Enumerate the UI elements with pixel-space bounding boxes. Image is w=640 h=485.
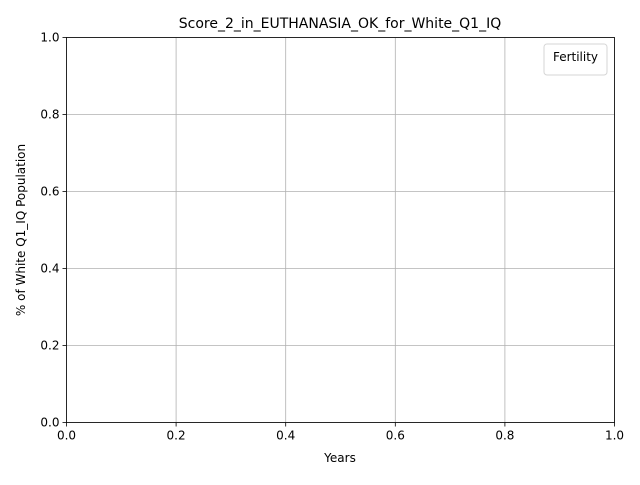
y-tick-label: 0.2	[40, 339, 59, 353]
y-tick-label: 0.8	[40, 108, 59, 122]
x-axis-label: Years	[323, 451, 356, 465]
legend: Fertility	[543, 43, 608, 76]
y-tick-label: 1.0	[40, 31, 59, 45]
y-tick-label: 0.0	[40, 416, 59, 430]
x-tick-label: 0.8	[495, 429, 514, 443]
x-tick-label: 0.0	[57, 429, 76, 443]
x-axis-ticks: 0.0 0.2 0.4 0.6 0.8 1.0	[57, 422, 624, 443]
chart-title: Score_2_in_EUTHANASIA_OK_for_White_Q1_IQ	[179, 16, 502, 32]
legend-title: Fertility	[553, 50, 598, 64]
y-axis-ticks: 0.0 0.2 0.4 0.6 0.8 1.0	[40, 31, 67, 430]
legend-frame	[543, 43, 608, 76]
x-tick-label: 0.4	[276, 429, 295, 443]
gridlines	[66, 37, 615, 423]
plot-area-frame	[66, 37, 615, 423]
y-tick-label: 0.6	[40, 185, 59, 199]
x-tick-label: 0.2	[167, 429, 186, 443]
x-tick-label: 0.6	[386, 429, 405, 443]
y-axis-label: % of White Q1_IQ Population	[14, 144, 28, 316]
y-tick-label: 0.4	[40, 262, 59, 276]
x-tick-label: 1.0	[605, 429, 624, 443]
